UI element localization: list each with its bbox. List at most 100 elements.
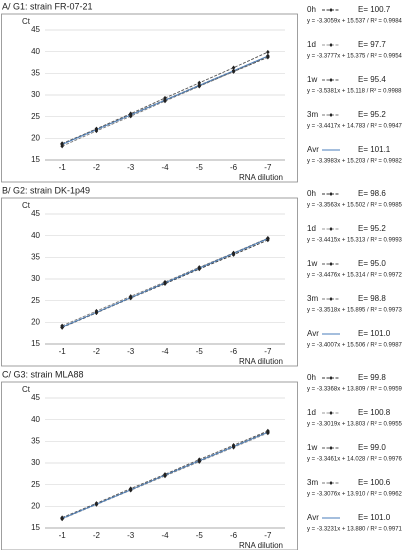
equation-label: y = -3.3461x + 14.028 / R² = 0.9976	[307, 457, 403, 463]
legend-label: 1d	[307, 40, 316, 49]
legend-marker	[329, 43, 333, 47]
y-tick-label: 25	[31, 480, 40, 489]
legend-marker	[329, 297, 333, 301]
efficiency-label: E= 101.1	[358, 145, 391, 154]
x-tick-label: -4	[161, 531, 169, 540]
equation-label: y = -3.3777x + 15.375 / R² = 0.9954	[307, 54, 403, 60]
equation-label: y = -3.3059x + 15.537 / R² = 0.9984	[307, 19, 403, 25]
y-tick-label: 45	[31, 393, 40, 402]
x-tick-label: -4	[161, 347, 169, 356]
x-tick-label: -7	[264, 531, 272, 540]
data-point	[266, 53, 270, 59]
equation-label: y = -3.3368x + 13.809 / R² = 0.9959	[307, 387, 403, 393]
y-tick-label: 40	[31, 415, 40, 424]
efficiency-label: E= 101.0	[358, 513, 391, 522]
y-tick-label: 25	[31, 112, 40, 121]
y-tick-label: 30	[31, 90, 40, 99]
x-tick-label: -1	[59, 347, 67, 356]
legend-marker	[329, 227, 333, 231]
legend-marker	[329, 481, 333, 485]
y-tick-label: 20	[31, 133, 40, 142]
data-point	[231, 68, 236, 73]
x-tick-label: -5	[196, 531, 204, 540]
data-point	[197, 80, 202, 86]
efficiency-label: E= 95.0	[358, 259, 386, 268]
x-tick-label: -2	[93, 347, 101, 356]
x-tick-label: -3	[127, 531, 135, 540]
x-tick-label: -5	[196, 347, 204, 356]
equation-label: y = -3.5381x + 15.118 / R² = 0.9988	[307, 89, 402, 95]
legend-marker	[329, 8, 333, 12]
efficiency-label: E= 100.7	[358, 5, 391, 14]
legend-label: 0h	[307, 189, 316, 198]
y-tick-label: 40	[31, 231, 40, 240]
data-point	[128, 112, 133, 118]
chart-title: A/ G1: strain FR-07-21	[2, 1, 93, 11]
data-point	[231, 65, 236, 70]
equation-label: y = -3.3563x + 15.502 / R² = 0.9985	[307, 203, 403, 209]
y-tick-label: 35	[31, 68, 40, 77]
x-tick-label: -4	[161, 163, 169, 172]
y-tick-label: 20	[31, 501, 40, 510]
legend-label: 1w	[307, 443, 317, 452]
chart-title: B/ G2: strain DK-1p49	[2, 185, 90, 195]
data-point	[128, 487, 133, 493]
data-point	[197, 83, 202, 88]
x-tick-label: -6	[230, 163, 238, 172]
efficiency-label: E= 98.6	[358, 189, 386, 198]
panel-frame	[1, 197, 298, 367]
legend-marker	[329, 262, 333, 266]
efficiency-label: E= 95.2	[358, 224, 386, 233]
legend-marker	[329, 113, 333, 117]
x-axis-label: RNA dilution	[239, 357, 283, 366]
data-point	[197, 265, 202, 271]
legend-marker	[329, 446, 333, 450]
legend-marker	[329, 78, 333, 82]
y-axis-label: Ct	[22, 385, 31, 394]
equation-label: y = -3.4476x + 15.314 / R² = 0.9972	[307, 273, 403, 279]
panel-frame	[1, 13, 298, 183]
y-tick-label: 45	[31, 209, 40, 218]
efficiency-label: E= 100.6	[358, 478, 391, 487]
efficiency-label: E= 101.0	[358, 329, 391, 338]
y-tick-label: 20	[31, 317, 40, 326]
data-point	[163, 472, 167, 478]
equation-label: y = -3.3019x + 13.803 / R² = 0.9955	[307, 422, 403, 428]
equation-label: y = -3.4415x + 15.313 / R² = 0.9993	[307, 238, 403, 244]
equation-label: y = -3.4007x + 15.506 / R² = 0.9987	[307, 343, 403, 349]
x-tick-label: -5	[196, 163, 204, 172]
y-axis-label: Ct	[22, 17, 31, 26]
data-point	[60, 516, 64, 521]
data-point	[94, 310, 99, 315]
data-point	[94, 501, 99, 507]
y-tick-label: 40	[31, 47, 40, 56]
data-point	[197, 458, 202, 464]
legend-label: Avr	[307, 329, 319, 338]
efficiency-label: E= 97.7	[358, 40, 386, 49]
data-point	[128, 295, 133, 300]
legend-marker	[329, 192, 333, 196]
chart-title: C/ G3: strain MLA88	[2, 369, 84, 379]
x-tick-label: -2	[93, 163, 101, 172]
efficiency-label: E= 99.8	[358, 373, 386, 382]
x-axis-label: RNA dilution	[239, 541, 283, 550]
legend-label: 1d	[307, 408, 316, 417]
legend-label: 3m	[307, 294, 318, 303]
y-tick-label: 25	[31, 296, 40, 305]
legend-label: 3m	[307, 478, 318, 487]
efficiency-label: E= 95.4	[358, 75, 386, 84]
legend-marker	[329, 376, 333, 380]
efficiency-label: E= 98.8	[358, 294, 386, 303]
equation-label: y = -3.3231x + 13.880 / R² = 0.9971	[307, 527, 403, 533]
x-tick-label: -3	[127, 347, 135, 356]
efficiency-label: E= 95.2	[358, 110, 386, 119]
data-point	[94, 127, 99, 132]
data-point	[60, 142, 64, 147]
legend-marker	[329, 411, 333, 415]
legend-label: 0h	[307, 373, 316, 382]
x-tick-label: -3	[127, 163, 135, 172]
legend-label: 3m	[307, 110, 318, 119]
data-point	[266, 236, 270, 241]
